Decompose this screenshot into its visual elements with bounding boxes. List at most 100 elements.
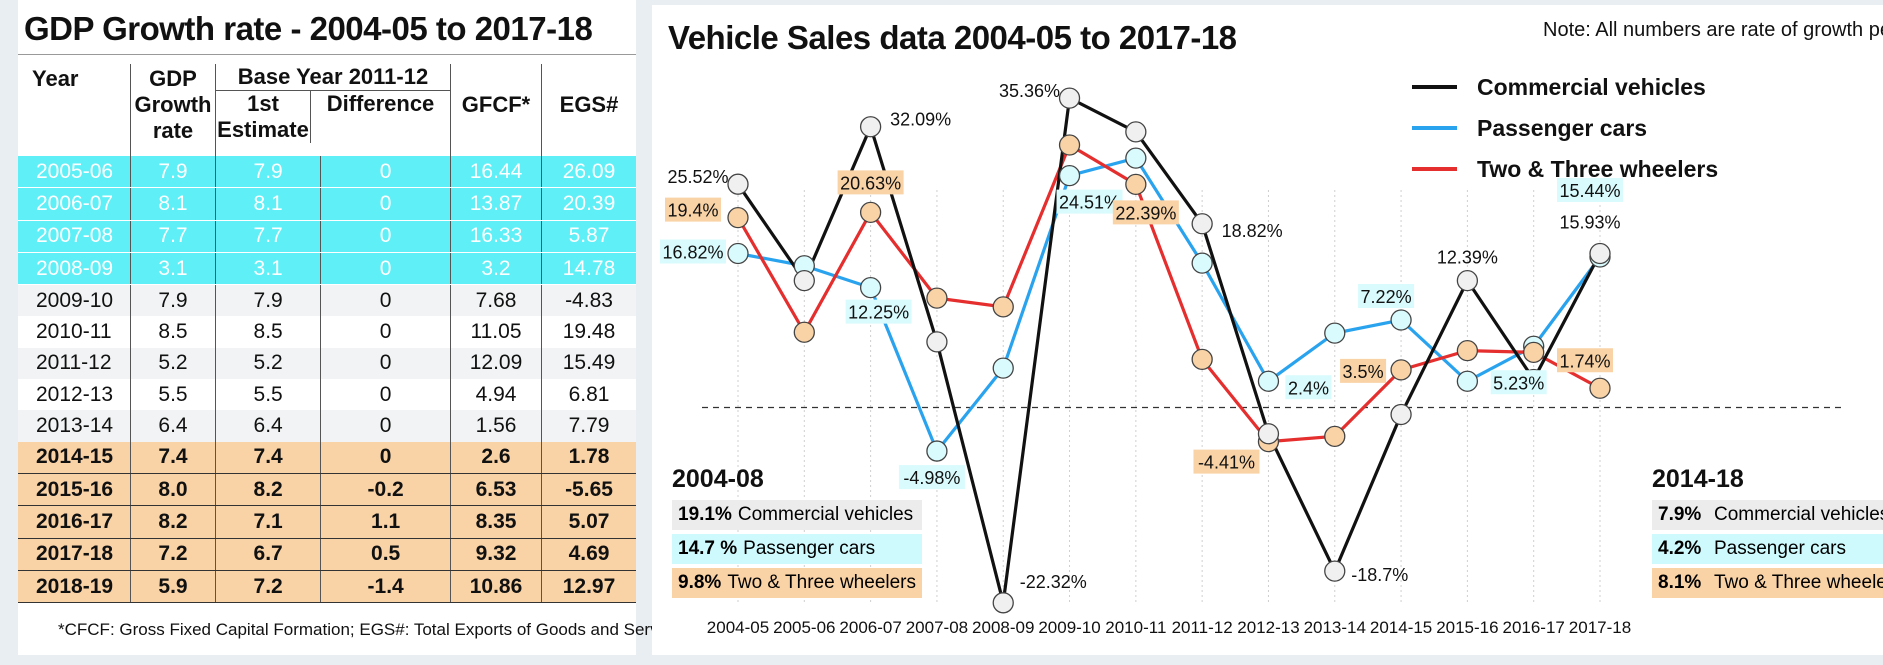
col-egs: EGS# <box>541 64 636 156</box>
cell-est: 7.4 <box>214 441 321 474</box>
table-row: 2011-12 5.2 5.2 0 12.09 15.49 <box>18 347 636 380</box>
cell-gfcf: 3.2 <box>450 252 542 286</box>
summary-label: Two & Three wheelers <box>727 572 916 593</box>
data-label: 32.09% <box>890 110 951 130</box>
summary-value: 14.7 % <box>678 538 738 559</box>
cell-egs: 20.39 <box>541 187 636 221</box>
cell-year: 2005-06 <box>18 156 131 189</box>
cell-year: 2007-08 <box>18 220 131 253</box>
cell-egs: 12.97 <box>541 570 636 604</box>
summary-2004-08: 2004-08 19.1% Commercial vehicles 14.7 % P… <box>672 465 922 602</box>
cell-egs: 7.79 <box>541 410 636 442</box>
cell-gfcf: 9.32 <box>450 538 542 571</box>
cell-est: 3.1 <box>214 252 321 286</box>
cell-diff: 1.1 <box>320 505 451 539</box>
summary-2014-18: 2014-18 7.9% Commercial vehicles 4.2% Pass… <box>1652 465 1883 602</box>
data-point <box>992 296 1014 318</box>
data-point <box>1390 403 1412 426</box>
data-point <box>1191 252 1213 274</box>
cell-est: 7.2 <box>214 570 321 604</box>
cell-diff: 0 <box>320 252 451 286</box>
data-point <box>1257 423 1280 445</box>
cell-diff: 0 <box>320 410 451 442</box>
cell-diff: 0 <box>320 347 451 380</box>
cell-gfcf: 4.94 <box>450 379 542 411</box>
data-point <box>1324 560 1346 582</box>
cell-diff: 0 <box>320 156 451 189</box>
cell-gfcf: 7.68 <box>450 284 542 317</box>
cell-gfcf: 11.05 <box>450 316 542 348</box>
data-label-bg <box>1557 348 1613 373</box>
data-point <box>992 592 1014 614</box>
cell-diff: 0 <box>320 316 451 348</box>
data-point <box>793 321 815 343</box>
data-point <box>859 116 882 138</box>
cell-gfcf: 10.86 <box>450 570 542 604</box>
cell-egs: -5.65 <box>541 473 636 507</box>
cell-gdp: 8.2 <box>130 505 216 539</box>
x-tick-label: 2016-17 <box>1502 618 1564 637</box>
data-label-bg <box>1490 370 1547 395</box>
cell-diff: 0 <box>320 187 451 221</box>
table-row: 2018-19 5.9 7.2 -1.4 10.86 12.97 <box>18 570 636 604</box>
data-point <box>1125 147 1147 169</box>
vehicle-chart: 2004-05 2005-06 2006-07 2007-08 2008-09 2009-… <box>660 74 1842 637</box>
data-label: 15.44% <box>1559 181 1620 201</box>
cell-year: 2011-12 <box>18 347 131 380</box>
summary-value: 4.2% <box>1658 538 1702 559</box>
cell-gfcf: 16.33 <box>450 220 542 253</box>
summary-right-heading: 2014-18 <box>1652 465 1744 493</box>
data-label-bg <box>898 465 965 490</box>
cell-year: 2013-14 <box>18 410 131 442</box>
data-point <box>1456 339 1479 362</box>
cell-egs: 14.78 <box>541 252 636 286</box>
cell-est: 5.5 <box>214 379 321 411</box>
legend-label: Passenger cars <box>1477 115 1647 141</box>
col-first-estimate: 1st Estimate <box>217 91 309 142</box>
col-difference: Difference <box>310 91 450 143</box>
x-tick-label: 2014-15 <box>1370 618 1432 637</box>
table-row: 2006-07 8.1 8.1 0 13.87 20.39 <box>18 187 636 221</box>
x-tick-label: 2004-05 <box>707 618 769 637</box>
summary-label: Commercial vehicles <box>1714 504 1883 525</box>
cell-gdp: 7.4 <box>130 441 216 474</box>
cell-diff: -0.2 <box>320 473 451 507</box>
data-point <box>1589 377 1611 399</box>
cell-year: 2010-11 <box>18 316 131 348</box>
cell-year: 2017-18 <box>18 538 131 571</box>
data-label: 20.63% <box>840 173 901 193</box>
cell-gdp: 7.9 <box>130 284 216 317</box>
table-row: 2007-08 7.7 7.7 0 16.33 5.87 <box>18 220 636 253</box>
note-text: Note: All numbers are rate of growth pe <box>1543 19 1883 41</box>
cell-egs: 5.07 <box>541 505 636 539</box>
data-label: -4.41% <box>1198 453 1255 473</box>
x-tick-label: 2007-08 <box>906 618 968 637</box>
series-line <box>736 95 1602 604</box>
data-label-bg <box>1112 200 1179 225</box>
vehicle-title: Vehicle Sales data 2004-05 to 2017-18 <box>668 19 1237 56</box>
cell-year: 2014-15 <box>18 441 131 474</box>
data-point <box>1523 341 1545 364</box>
cell-est: 7.1 <box>214 505 321 539</box>
data-point <box>1390 309 1412 331</box>
vehicle-panel: 2004-05 2005-06 2006-07 2007-08 2008-09 2009-… <box>652 5 1883 655</box>
summary-value: 7.9% <box>1658 504 1702 525</box>
table-row: 2016-17 8.2 7.1 1.1 8.35 5.07 <box>18 505 636 539</box>
data-point <box>1125 173 1147 196</box>
x-tick-label: 2012-13 <box>1237 618 1299 637</box>
cell-year: 2012-13 <box>18 379 131 411</box>
table-row: 2010-11 8.5 8.5 0 11.05 19.48 <box>18 316 636 348</box>
legend-label: Commercial vehicles <box>1477 74 1706 100</box>
table-row: 2014-15 7.4 7.4 0 2.6 1.78 <box>18 441 636 474</box>
cell-diff: 0 <box>320 441 451 474</box>
data-point <box>926 331 948 353</box>
cell-gdp: 8.5 <box>130 316 216 348</box>
summary-left-heading: 2004-08 <box>672 465 764 493</box>
data-label-bg <box>665 197 721 222</box>
cell-est: 6.4 <box>214 410 321 442</box>
cell-est: 6.7 <box>214 538 321 571</box>
cell-diff: 0 <box>320 220 451 253</box>
gdp-footnote: *CFCF: Gross Fixed Capital Formation; EG… <box>58 620 689 639</box>
cell-gfcf: 13.87 <box>450 187 542 221</box>
summary-right-commercial: 7.9% Commercial vehicles <box>1652 500 1883 530</box>
